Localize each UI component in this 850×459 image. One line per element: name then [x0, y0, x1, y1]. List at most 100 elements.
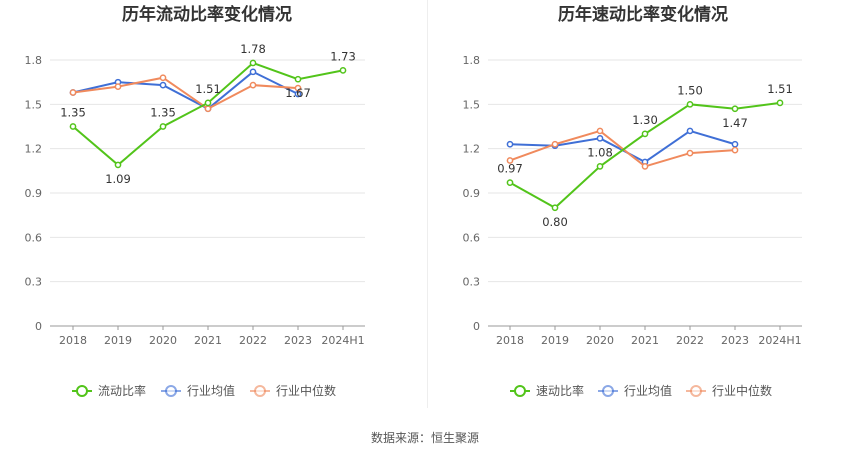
legend-label: 速动比率	[536, 383, 584, 398]
legend-label: 行业中位数	[712, 383, 772, 398]
data-point	[686, 127, 694, 135]
data-label: 0.80	[542, 215, 568, 229]
data-point	[641, 163, 649, 170]
series-line	[509, 129, 736, 168]
legend-marker-icon	[690, 385, 702, 397]
data-point	[506, 157, 514, 164]
data-point	[159, 123, 167, 130]
chart-title: 历年速动比率变化情况	[558, 4, 728, 25]
series-line	[509, 129, 736, 164]
legend-label: 行业均值	[187, 383, 235, 398]
current-ratio-chart: 历年流动比率变化情况 0 0.3 0.6 0.9 1.2 1.5 1.8 2018 2019 202…	[25, 4, 365, 398]
data-point	[339, 66, 347, 74]
x-tick-label: 2023	[284, 334, 312, 347]
x-tick-label: 2020	[149, 334, 177, 347]
data-label: 1.50	[677, 83, 703, 97]
data-point	[159, 74, 167, 82]
legend-marker-icon	[165, 385, 177, 397]
data-label: 1.67	[285, 86, 311, 100]
legend-marker-icon	[76, 385, 88, 397]
data-label: 1.09	[105, 172, 131, 186]
chart-title: 历年流动比率变化情况	[122, 4, 292, 25]
data-point	[776, 99, 784, 107]
data-point	[506, 179, 514, 187]
data-source-note: 数据来源：恒生聚源	[370, 431, 479, 445]
data-point	[686, 149, 694, 157]
data-label: 1.51	[767, 82, 793, 96]
data-label: 1.35	[60, 106, 86, 120]
series-line	[72, 70, 299, 110]
legend-item[interactable]: 行业中位数	[686, 383, 772, 398]
legend-item[interactable]: 流动比率	[72, 383, 146, 398]
data-point	[159, 81, 167, 89]
x-tick-label: 2018	[496, 334, 524, 347]
data-point	[641, 130, 649, 138]
data-point	[69, 123, 77, 130]
series-line	[72, 61, 344, 167]
data-label: 1.30	[632, 113, 658, 127]
series-line	[72, 76, 299, 110]
data-point	[294, 84, 302, 92]
x-tick-label: 2018	[59, 334, 87, 347]
data-label: 1.78	[240, 42, 266, 56]
data-point	[249, 68, 257, 76]
y-tick-label: 1.8	[25, 54, 43, 67]
data-point	[731, 140, 739, 148]
x-tick-label: 2022	[676, 334, 704, 347]
data-point	[114, 161, 122, 169]
x-tick-label: 2023	[721, 334, 749, 347]
y-tick-label: 0	[35, 320, 42, 333]
quick-ratio-chart: 历年速动比率变化情况 0 0.3 0.6 0.9 1.2 1.5 1.8 2018 2019 202…	[463, 4, 802, 398]
data-point	[686, 100, 694, 108]
y-tick-label: 0.9	[463, 187, 481, 200]
x-tick-label: 2021	[631, 334, 659, 347]
x-tick-label: 2019	[541, 334, 569, 347]
legend-item[interactable]: 行业均值	[598, 383, 672, 398]
data-point	[204, 105, 212, 113]
y-tick-label: 0.6	[463, 231, 481, 244]
y-tick-label: 0.9	[25, 187, 43, 200]
data-label: 1.51	[195, 82, 221, 96]
data-point	[204, 99, 212, 107]
x-tick-label: 2024H1	[758, 334, 801, 347]
data-point	[596, 127, 604, 135]
x-tick-label: 2024H1	[321, 334, 364, 347]
data-point	[731, 105, 739, 113]
chart-divider	[427, 0, 428, 408]
x-tick-label: 2022	[239, 334, 267, 347]
legend-marker-icon	[254, 385, 266, 397]
data-label: 1.08	[587, 145, 613, 159]
legend-item[interactable]: 速动比率	[510, 383, 584, 398]
x-tick-label: 2019	[104, 334, 132, 347]
y-tick-label: 0.3	[463, 276, 481, 289]
legend-marker-icon	[514, 385, 526, 397]
x-tick-label: 2021	[194, 334, 222, 347]
data-label: 1.35	[150, 106, 176, 120]
data-point	[596, 134, 604, 142]
data-point	[506, 140, 514, 148]
legend-marker-icon	[602, 385, 614, 397]
y-tick-label: 1.8	[463, 54, 481, 67]
x-tick-label: 2020	[586, 334, 614, 347]
data-point	[596, 163, 604, 170]
data-label: 0.97	[497, 162, 523, 176]
y-tick-label: 1.5	[25, 98, 43, 111]
data-point	[249, 59, 257, 67]
y-tick-label: 0.6	[25, 231, 43, 244]
data-point	[294, 75, 302, 83]
y-tick-label: 1.2	[463, 143, 481, 156]
data-point	[551, 204, 559, 212]
data-point	[114, 83, 122, 90]
data-label: 1.73	[330, 49, 356, 63]
y-tick-label: 0.3	[25, 276, 43, 289]
y-tick-label: 1.5	[463, 98, 481, 111]
y-tick-label: 0	[473, 320, 480, 333]
data-point	[249, 81, 257, 89]
data-point	[551, 140, 559, 148]
legend-item[interactable]: 行业均值	[161, 383, 235, 398]
data-point	[69, 89, 77, 96]
data-label: 1.47	[722, 116, 748, 130]
legend-item[interactable]: 行业中位数	[250, 383, 336, 398]
legend-label: 流动比率	[98, 383, 146, 398]
data-point	[731, 146, 739, 154]
